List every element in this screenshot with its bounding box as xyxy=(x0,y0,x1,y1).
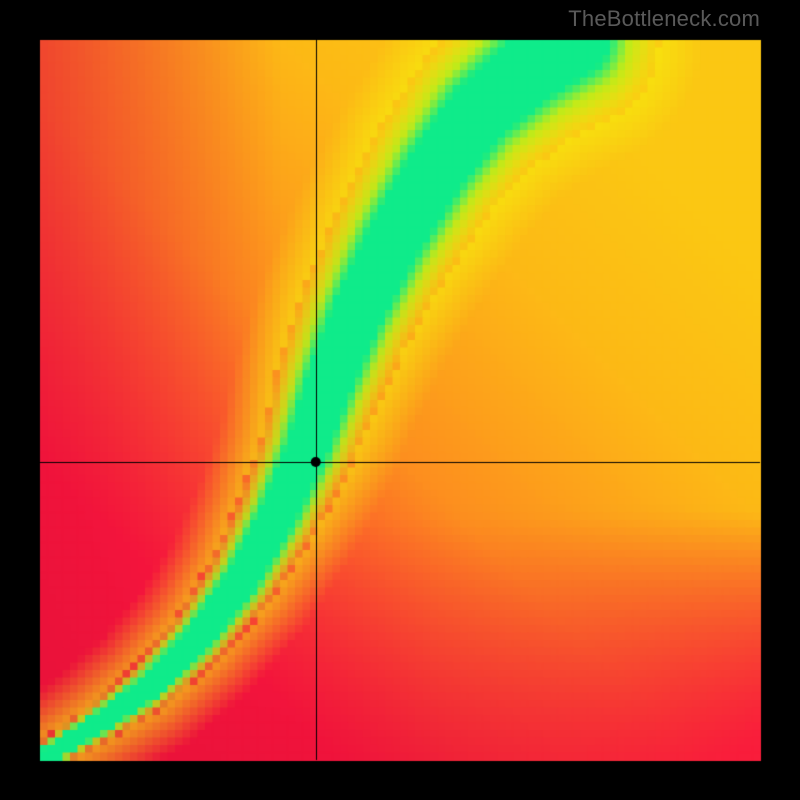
bottleneck-heatmap xyxy=(0,0,800,800)
watermark-text: TheBottleneck.com xyxy=(568,6,760,32)
